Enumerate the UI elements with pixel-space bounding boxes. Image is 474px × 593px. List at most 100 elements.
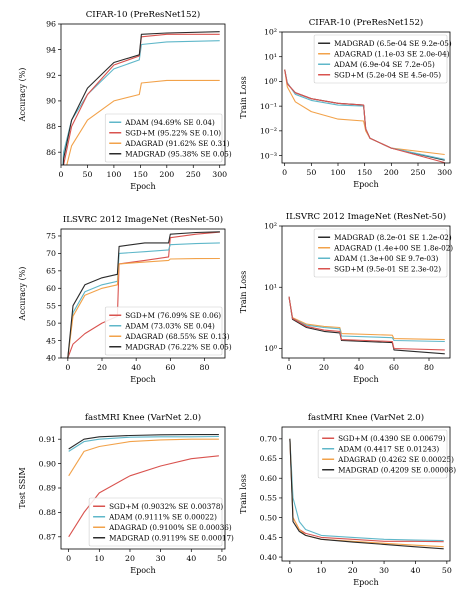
x-tick-label: 40 (354, 363, 364, 372)
chart-panel-1: CIFAR-10 (PreResNet152) 0 50 100 150 200 250 30… (18, 9, 232, 191)
y-tick-label: 0.87 (39, 533, 56, 542)
y-tick-label: 10⁻² (260, 127, 277, 136)
y-tick-label: 65 (46, 267, 56, 276)
series-line-sgd (288, 296, 445, 351)
series-line-adam (289, 438, 444, 542)
legend-entry: MADGRAD (0.4209 SE 0.00008) (338, 465, 456, 474)
chart-panel-4: ILSVRC 2012 ImageNet (ResNet-50) 0 20 40 60 8… (239, 211, 453, 384)
plot-frame (281, 426, 451, 562)
plot-frame (60, 228, 226, 359)
series-line-adagrad (68, 438, 219, 477)
y-tick-label: 50 (46, 319, 56, 328)
chart-title: ILSVRC 2012 ImageNet (ResNet-50) (286, 211, 446, 222)
legend: MADGRAD (8.2e-01 SE 1.2e-02)ADAGRAD (1.4… (313, 228, 453, 278)
y-tick-label: 10¹ (264, 52, 277, 61)
y-tick-label: 0.40 (260, 553, 277, 562)
x-tick-label: 30 (379, 566, 389, 575)
legend-entry: MADGRAD (95.38% SE 0.05) (125, 149, 232, 158)
x-tick-label: 60 (389, 363, 399, 372)
legend-entry: MADGRAD (0.9119% SE 0.00017) (109, 533, 234, 542)
legend-box (313, 228, 448, 278)
legend-entry: SGD+M (0.9032% SE 0.00378) (109, 502, 223, 511)
x-axis-label: Epoch (130, 182, 155, 191)
y-tick-label: 10⁻³ (260, 151, 277, 160)
legend-entry: SGD+M (5.2e-04 SE 4.5e-05) (334, 70, 441, 79)
series-line-adagrad (67, 257, 220, 358)
series-line-madgrad (67, 231, 220, 358)
y-tick-label: 10¹ (264, 283, 277, 292)
legend-entry: ADAGRAD (68.55% SE 0.13) (124, 332, 229, 341)
x-axis-label: Epoch (130, 566, 155, 575)
legend-entry: ADAGRAD (1.4e+00 SE 1.8e-02) (333, 243, 453, 252)
legend: SGD+M (76.09% SE 0.06)ADAM (73.03% SE 0.… (104, 306, 232, 356)
x-tick-label: 200 (384, 168, 399, 177)
legend-entry: MADGRAD (76.22% SE 0.05) (125, 342, 232, 351)
legend-box (317, 429, 448, 479)
x-tick-label: 50 (306, 168, 316, 177)
x-tick-label: 20 (97, 363, 107, 372)
legend: ADAM (94.69% SE 0.04)SGD+M (95.22% SE 0.… (104, 113, 232, 163)
x-tick-label: 50 (442, 566, 452, 575)
x-tick-label: 80 (424, 363, 434, 372)
chart-title: CIFAR-10 (PreResNet152) (86, 9, 201, 20)
x-tick-label: 40 (186, 554, 196, 563)
y-tick-label: 0.91 (39, 435, 56, 444)
x-tick-label: 10 (316, 566, 326, 575)
series-line-sgd (63, 33, 220, 165)
y-tick-label: 0.55 (260, 494, 277, 503)
y-tick-label: 86 (46, 148, 56, 157)
y-tick-label: 90 (46, 97, 56, 106)
x-tick-label: 40 (410, 566, 420, 575)
legend-box (313, 34, 448, 84)
x-tick-label: 20 (125, 554, 135, 563)
x-axis-label: Epoch (353, 375, 378, 384)
y-tick-label: 88 (46, 122, 56, 131)
y-tick-label: 92 (46, 71, 56, 80)
y-tick-label: 75 (46, 232, 56, 241)
legend-entry: ADAM (0.9111% SE 0.00022) (108, 512, 217, 521)
legend-box (104, 113, 223, 163)
y-tick-label: 45 (46, 336, 56, 345)
x-tick-label: 50 (217, 554, 227, 563)
chart-panel-5: fastMRI Knee (VarNet 2.0) 0 10 20 30 40 50 0.87… (18, 412, 234, 575)
x-tick-label: 60 (165, 363, 175, 372)
legend-entry: MADGRAD (6.5e-04 SE 9.2e-05) (334, 39, 452, 48)
legend-entry: ADAM (6.9e-04 SE 7.2e-05) (333, 60, 435, 69)
legend-entry: SGD+M (95.22% SE 0.10) (125, 128, 221, 137)
chart-panel-2: CIFAR-10 (PreResNet152) 0 50 100 150 200 250 30… (239, 17, 452, 189)
x-tick-label: 0 (59, 170, 64, 179)
plot-frame (60, 23, 226, 166)
legend-entry: ADAGRAD (0.9100% SE 0.00036) (108, 523, 232, 532)
plot-frame (281, 225, 451, 359)
chart-title: fastMRI Knee (VarNet 2.0) (85, 412, 201, 423)
y-tick-label: 0.45 (260, 533, 277, 542)
series-line-madgrad (62, 31, 220, 165)
y-tick-label: 70 (46, 249, 56, 258)
y-axis-label: Accuracy (%) (18, 68, 27, 123)
series-group (62, 31, 220, 165)
y-axis-label: Train loss (239, 474, 248, 514)
legend-entry: SGD+M (9.5e-01 SE 2.3e-02) (334, 264, 441, 273)
x-tick-label: 250 (411, 168, 426, 177)
x-tick-label: 30 (156, 554, 166, 563)
y-tick-label: 10² (264, 222, 277, 231)
legend-entry: SGD+M (0.4390 SE 0.00679) (338, 434, 446, 443)
legend-entry: MADGRAD (8.2e-01 SE 1.2e-02) (334, 233, 452, 242)
y-tick-label: 55 (46, 301, 56, 310)
y-tick-label: 10⁰ (264, 344, 277, 353)
series-line-adagrad (66, 79, 220, 165)
legend-box (104, 306, 223, 356)
x-tick-label: 100 (331, 168, 346, 177)
y-axis-label: Train Loss (239, 76, 248, 119)
y-tick-label: 10⁰ (264, 77, 277, 86)
legend-box (88, 497, 223, 547)
x-tick-label: 250 (186, 170, 201, 179)
x-tick-label: 0 (65, 363, 70, 372)
y-tick-label: 10⁻¹ (260, 102, 277, 111)
x-tick-label: 0 (287, 363, 292, 372)
y-axis-label: Test SSIM (18, 467, 27, 508)
x-tick-label: 150 (357, 168, 372, 177)
x-tick-label: 50 (82, 170, 92, 179)
y-tick-label: 0.50 (260, 513, 277, 522)
